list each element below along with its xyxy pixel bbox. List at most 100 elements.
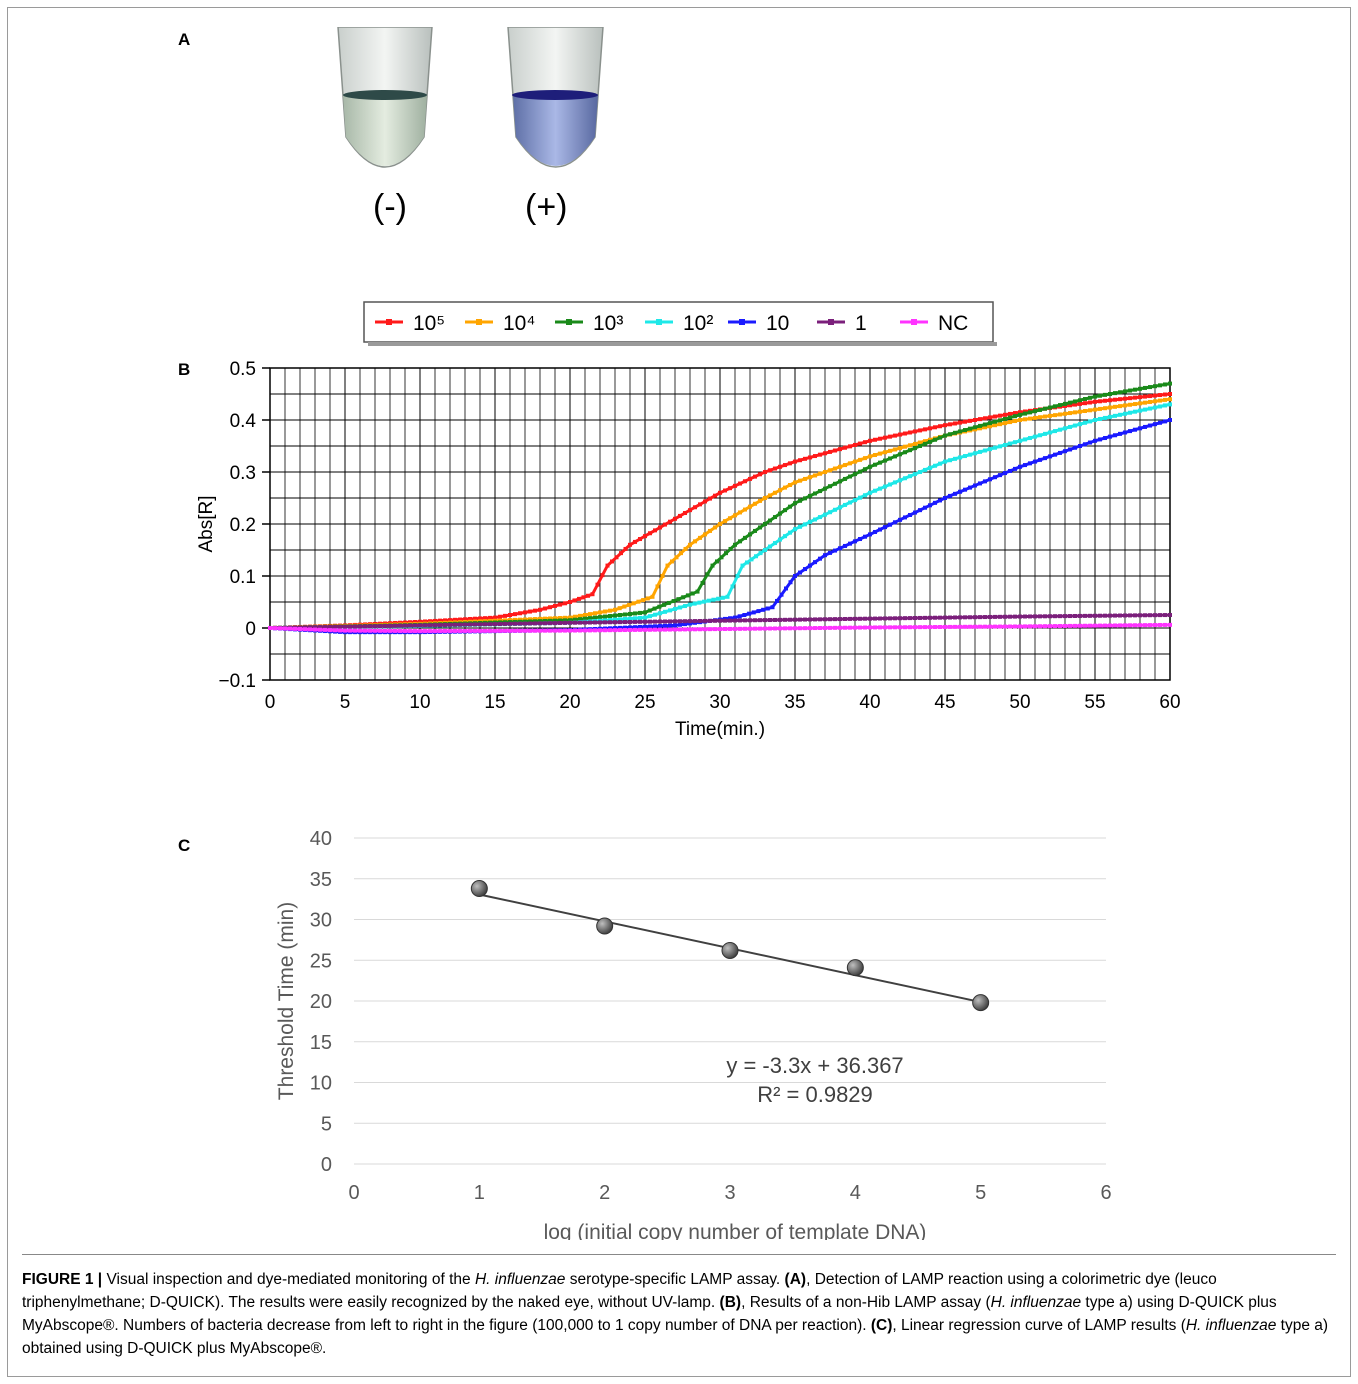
data-point — [1143, 407, 1147, 412]
data-point — [348, 628, 352, 633]
data-point — [1008, 411, 1012, 416]
data-point — [978, 449, 982, 454]
data-point — [488, 628, 492, 633]
data-point — [903, 444, 907, 449]
data-point — [1128, 613, 1132, 618]
data-point — [598, 620, 602, 625]
data-point — [568, 618, 572, 623]
data-point — [778, 488, 782, 493]
data-point — [588, 620, 592, 625]
data-point — [343, 624, 347, 629]
data-point — [848, 616, 852, 621]
data-point — [1088, 408, 1092, 413]
data-point — [768, 518, 772, 523]
data-point — [818, 617, 822, 622]
data-point — [558, 616, 562, 621]
legend-label: 10⁵ — [413, 312, 445, 335]
data-point — [1088, 613, 1092, 618]
data-point — [718, 618, 722, 623]
data-point — [710, 563, 715, 568]
data-point — [1048, 614, 1052, 619]
data-point — [818, 626, 822, 630]
data-point — [508, 621, 512, 626]
data-point — [1023, 624, 1027, 629]
data-point — [918, 508, 922, 513]
data-point — [558, 628, 562, 633]
data-point — [903, 515, 907, 520]
data-point — [765, 606, 770, 611]
data-point — [638, 615, 642, 620]
data-point — [963, 487, 967, 492]
data-point — [353, 628, 357, 633]
data-point — [408, 629, 412, 634]
data-point — [1023, 437, 1027, 442]
data-point — [273, 626, 277, 631]
data-point — [1033, 409, 1037, 414]
data-point — [498, 628, 502, 633]
data-point — [619, 551, 623, 556]
data-point — [761, 607, 766, 612]
data-point — [663, 609, 667, 614]
data-point — [893, 480, 897, 485]
data-point — [893, 616, 897, 621]
legend-label: 10² — [683, 312, 713, 335]
data-point — [1018, 464, 1022, 469]
data-point — [583, 616, 587, 621]
data-point — [448, 622, 452, 627]
data-point — [978, 624, 982, 629]
data-point — [779, 592, 784, 597]
data-point — [754, 554, 758, 559]
x-tick-label: 4 — [850, 1182, 861, 1204]
data-point — [528, 609, 532, 614]
data-point — [908, 625, 912, 630]
data-point — [1123, 623, 1127, 628]
data-point — [843, 445, 847, 450]
data-point — [953, 430, 957, 435]
data-point — [963, 419, 967, 424]
data-point — [728, 546, 733, 551]
data-point — [613, 613, 617, 618]
data-point — [1083, 420, 1087, 425]
x-tick-label: 2 — [599, 1182, 610, 1204]
y-tick-label: 15 — [310, 1032, 332, 1054]
data-point — [913, 616, 917, 621]
legend-label: 10 — [766, 312, 789, 335]
data-point — [948, 493, 952, 498]
data-point — [443, 622, 447, 627]
data-point — [828, 449, 832, 454]
data-point — [843, 625, 847, 630]
data-point — [698, 502, 702, 507]
legend-box — [363, 301, 994, 343]
data-point — [1068, 623, 1072, 628]
data-point — [1153, 613, 1157, 618]
data-point — [1038, 407, 1042, 412]
data-point — [783, 626, 787, 631]
data-point — [778, 511, 782, 516]
data-point — [678, 619, 682, 624]
data-point — [983, 416, 987, 421]
data-point — [993, 414, 997, 419]
data-point — [1108, 398, 1112, 403]
caption-divider — [22, 1254, 1336, 1255]
data-point — [708, 627, 712, 632]
caption-text: , Results of a non-Hib LAMP assay ( — [741, 1294, 991, 1311]
legend-marker — [739, 319, 745, 325]
data-point — [968, 485, 972, 490]
data-point — [1023, 411, 1027, 416]
y-tick-label: 0.4 — [230, 411, 257, 432]
y-tick-label: 35 — [310, 869, 332, 891]
data-point — [798, 478, 802, 483]
data-point — [778, 464, 782, 469]
data-point — [1163, 392, 1167, 397]
data-point — [873, 488, 877, 493]
data-point — [518, 611, 522, 616]
data-point — [528, 617, 532, 622]
data-point — [608, 618, 612, 623]
data-point — [633, 627, 637, 632]
data-point — [703, 627, 707, 632]
data-point — [478, 628, 482, 633]
data-point — [643, 624, 647, 629]
data-point — [783, 508, 787, 513]
data-point — [538, 628, 542, 633]
data-point — [1048, 413, 1052, 418]
